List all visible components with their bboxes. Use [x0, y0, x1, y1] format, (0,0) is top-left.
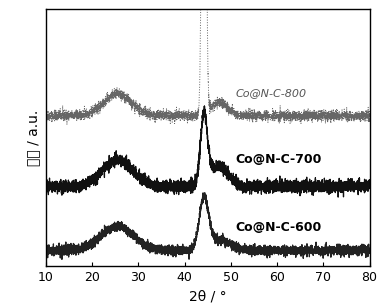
- Text: Co@N-C-800: Co@N-C-800: [235, 88, 307, 98]
- Text: Co@N-C-700: Co@N-C-700: [235, 153, 322, 166]
- Y-axis label: 强度 / a.u.: 强度 / a.u.: [26, 110, 40, 166]
- Text: Co@N-C-600: Co@N-C-600: [235, 221, 322, 234]
- X-axis label: 2θ / °: 2θ / °: [189, 290, 226, 304]
